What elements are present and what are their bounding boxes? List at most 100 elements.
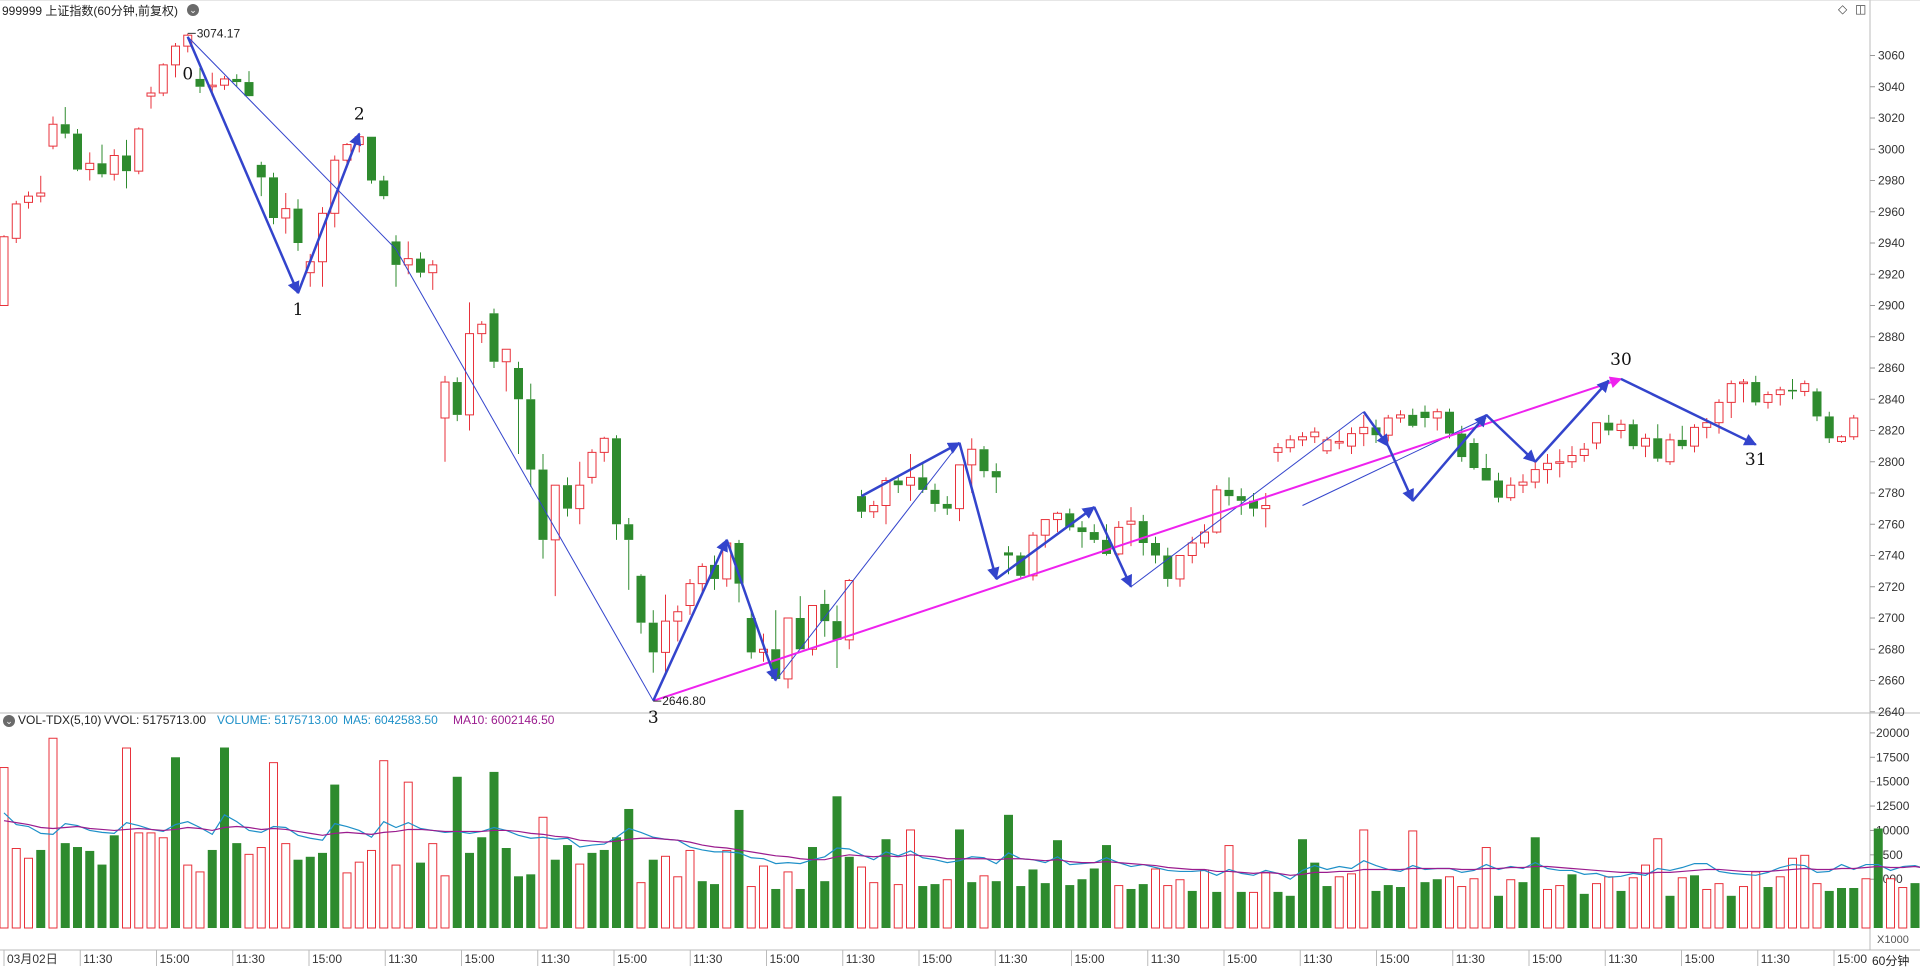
volume-bar	[1567, 874, 1577, 928]
volume-bar	[1334, 876, 1344, 929]
wave-arrow	[1534, 379, 1610, 463]
candle-body	[256, 164, 266, 178]
time-tick-label: 15:00	[1685, 952, 1715, 966]
volume-bar	[636, 882, 646, 929]
wave-arrow	[296, 132, 362, 294]
wave-label: 30	[1610, 350, 1632, 370]
volume-bar	[1396, 887, 1405, 928]
candle-body	[1065, 513, 1075, 528]
volume-bar	[808, 847, 817, 928]
volume-bar	[1469, 878, 1479, 929]
volume-bar	[428, 843, 438, 929]
candle-body	[73, 133, 82, 170]
volume-bar	[171, 757, 180, 928]
volume-bar	[759, 865, 768, 929]
volume-bar	[1212, 891, 1222, 928]
price-tick-label: 2820	[1878, 424, 1905, 438]
volume-bar	[97, 864, 107, 928]
candle-body	[1481, 468, 1491, 481]
volume-bar	[1236, 891, 1246, 928]
candle-body	[1579, 448, 1589, 456]
volume-bar	[1849, 888, 1859, 928]
volume-bar	[967, 882, 977, 928]
candle-body	[1040, 519, 1050, 536]
volume-bar	[354, 861, 364, 929]
volume-bar	[73, 847, 82, 928]
candle-body	[1604, 422, 1614, 431]
candle-body	[24, 195, 33, 203]
volume-bar	[624, 808, 634, 928]
time-tick-label: 15:00	[1532, 952, 1562, 966]
volume-bar	[1837, 888, 1846, 928]
volume-bar	[1898, 887, 1908, 929]
price-axis: 3060 3040 3020 3000 2980 2960 2940 2920 2900 2880…	[1870, 49, 1905, 719]
volume-bar	[942, 879, 952, 929]
candle-body	[158, 64, 168, 94]
candle-body	[1849, 417, 1859, 438]
candle-body	[60, 124, 70, 134]
title-dropdown-icon[interactable]: ⌄	[187, 4, 199, 16]
candle-body	[232, 78, 242, 83]
volume-bar	[991, 881, 1001, 928]
ma10-value: MA10: 6002146.50	[453, 713, 555, 727]
volume-bar	[1224, 845, 1234, 929]
candle-body	[942, 503, 952, 509]
diamond-icon[interactable]: ◇	[1838, 2, 1848, 16]
candle-body	[955, 464, 964, 510]
volume-bar	[1040, 883, 1050, 928]
candle-body	[697, 565, 707, 585]
volume-bar	[1004, 814, 1013, 928]
vol-collapse-icon[interactable]: ⌄	[3, 715, 15, 727]
candle-body	[269, 177, 278, 218]
candle-body	[1187, 542, 1197, 556]
volume-bar	[930, 884, 940, 928]
volume-bar	[857, 866, 866, 929]
wave-label: 2	[354, 105, 365, 125]
volume-bar	[1359, 829, 1369, 929]
candle-body	[1163, 555, 1173, 579]
window-icon[interactable]: ◫	[1855, 2, 1867, 16]
vvol-value: VVOL: 5175713.00	[104, 713, 207, 727]
price-tick-label: 2780	[1878, 486, 1905, 500]
volume-bar	[244, 853, 254, 929]
candle-body	[1665, 439, 1675, 463]
volume-bar	[1285, 895, 1295, 928]
volume-bar	[1175, 879, 1185, 929]
candle-body	[710, 564, 719, 579]
candle-body	[685, 583, 695, 606]
candle-body	[1396, 414, 1405, 419]
volume-bar	[1151, 868, 1160, 929]
candle-body	[881, 480, 891, 506]
candle-body	[1628, 424, 1638, 447]
volume-bar	[1690, 875, 1699, 928]
volume-bar	[318, 852, 327, 928]
volume-bar	[1420, 882, 1430, 928]
volume-bar	[1065, 885, 1075, 928]
candle-body	[244, 82, 254, 97]
candle-body	[1383, 417, 1393, 436]
price-tick-label: 2680	[1878, 642, 1905, 656]
time-tick-label: 15:00	[1837, 952, 1867, 966]
wave-arrow	[1362, 411, 1390, 448]
candle-body	[1138, 521, 1148, 543]
volume-bar	[1028, 869, 1038, 928]
candle-body	[587, 451, 597, 478]
volume-bar	[293, 859, 303, 928]
volume-bar	[391, 864, 401, 929]
wave-arrow	[1411, 413, 1488, 502]
volume-bar	[1383, 885, 1393, 928]
volume-tick-label: 17500	[1876, 750, 1910, 764]
volume-bar	[1751, 871, 1761, 929]
volume-bar	[746, 886, 756, 929]
price-tick-label: 2660	[1878, 674, 1905, 688]
volume-bar	[710, 884, 719, 928]
time-tick-label: 15:00	[770, 952, 800, 966]
volume-bar	[893, 884, 903, 929]
price-tick-label: 2980	[1878, 174, 1905, 188]
candle-body	[808, 605, 817, 650]
period-label[interactable]: 60分钟	[1872, 954, 1910, 968]
volume-bar	[501, 848, 511, 928]
volume-bar	[1408, 830, 1418, 929]
volume-bar	[1714, 883, 1724, 929]
